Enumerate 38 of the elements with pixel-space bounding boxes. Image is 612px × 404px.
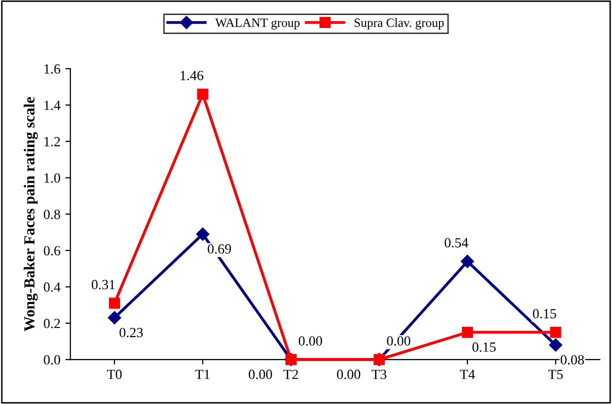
y-tick-label: 1.0 [44, 173, 60, 183]
legend-label: Supra Clav. group [354, 18, 444, 30]
y-tick-label: 1.4 [44, 100, 60, 110]
x-tick-label: T3 [372, 370, 386, 380]
x-tick-label: T2 [283, 370, 298, 379]
x-tick-label: T4 [460, 370, 475, 379]
data-label: 0.23 [120, 328, 143, 338]
point [108, 311, 122, 324]
y-tick-label: 1.6 [44, 64, 60, 74]
data-label: 0.00 [337, 370, 360, 380]
data-label: 0.15 [472, 342, 496, 352]
x-tick-label: T1 [195, 370, 210, 379]
point [550, 326, 562, 338]
legend-label: WALANT group [215, 18, 300, 30]
data-label: 0.08 [560, 355, 584, 365]
y-tick-label: 0.0 [44, 355, 60, 365]
data-label: 0.00 [248, 370, 272, 380]
y-tick-label: 0.4 [44, 282, 60, 292]
data-label: 0.69 [208, 244, 231, 254]
y-tick-label: 0.2 [44, 318, 60, 328]
y-tick-label: 1.2 [44, 137, 60, 146]
data-label: 0.15 [532, 308, 556, 318]
point [196, 228, 210, 241]
point [549, 338, 562, 352]
x-tick-label: T5 [548, 370, 563, 380]
data-label: 1.46 [180, 70, 204, 80]
y-tick-label: 0.6 [44, 246, 60, 256]
data-label: 0.00 [387, 336, 410, 346]
point [108, 298, 120, 309]
x-tick-label: T0 [107, 370, 122, 380]
point [197, 88, 208, 100]
y-tick-label: 0.8 [44, 210, 60, 220]
data-label: 0.54 [444, 238, 468, 248]
data-label: 0.31 [92, 280, 115, 290]
point [462, 326, 473, 338]
data-label: 0.00 [298, 336, 322, 346]
y-axis-title: Wong-Baker Faces pain rating scale [24, 97, 38, 332]
point [460, 254, 474, 268]
